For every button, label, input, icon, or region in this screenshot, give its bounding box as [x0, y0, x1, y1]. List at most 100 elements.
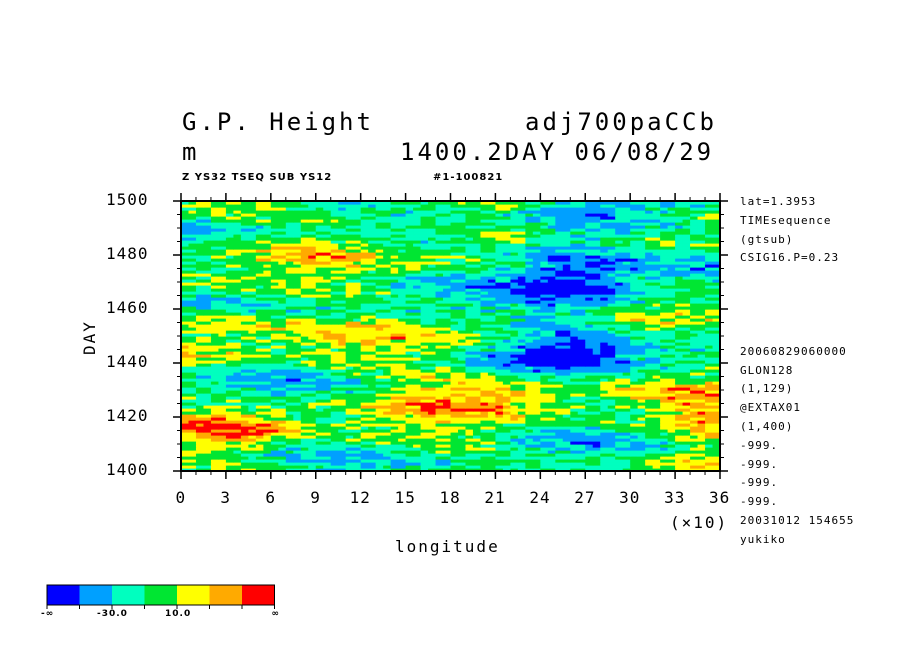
heatmap-cell — [398, 432, 407, 436]
heatmap-cell — [353, 414, 362, 418]
heatmap-cell — [652, 408, 661, 412]
heatmap-cell — [450, 282, 459, 286]
heatmap-cell — [270, 279, 279, 283]
heatmap-cell — [285, 426, 294, 430]
heatmap-cell — [248, 345, 257, 349]
heatmap-cell — [255, 417, 264, 421]
heatmap-cell — [540, 318, 549, 322]
heatmap-cell — [697, 336, 706, 340]
heatmap-cell — [577, 435, 586, 439]
heatmap-cell — [457, 459, 467, 463]
heatmap-cell — [457, 351, 467, 355]
heatmap-cell — [368, 270, 377, 274]
heatmap-cell — [457, 324, 467, 328]
heatmap-cell — [285, 429, 294, 433]
heatmap-cell — [682, 444, 691, 448]
heatmap-cell — [622, 297, 631, 301]
heatmap-cell — [225, 327, 235, 331]
heatmap-cell — [465, 387, 474, 391]
heatmap-cell — [353, 276, 362, 280]
heatmap-cell — [607, 426, 616, 430]
heatmap-cell — [592, 285, 601, 289]
heatmap-cell — [443, 294, 452, 298]
heatmap-cell — [248, 438, 257, 442]
heatmap-cell — [630, 411, 639, 415]
heatmap-cell — [240, 270, 249, 274]
heatmap-cell — [435, 324, 444, 328]
heatmap-cell — [420, 336, 429, 340]
heatmap-cell — [562, 384, 571, 388]
heatmap-cell — [270, 447, 279, 451]
heatmap-cell — [323, 390, 332, 394]
heatmap-cell — [210, 267, 220, 271]
heatmap-cell — [517, 387, 526, 391]
heatmap-cell — [428, 459, 437, 463]
heatmap-cell — [413, 423, 422, 427]
heatmap-cell — [435, 441, 444, 445]
heatmap-cell — [390, 279, 399, 283]
heatmap-cell — [667, 381, 676, 385]
heatmap-cell — [645, 309, 654, 313]
heatmap-cell — [502, 465, 511, 469]
heatmap-cell — [383, 417, 392, 421]
heatmap-cell — [457, 294, 467, 298]
heatmap-cell — [667, 327, 676, 331]
heatmap-cell — [293, 282, 302, 286]
heatmap-cell — [697, 408, 706, 412]
heatmap-cell — [697, 378, 706, 382]
heatmap-cell — [218, 408, 227, 412]
heatmap-cell — [255, 462, 264, 466]
heatmap-cell — [532, 306, 541, 310]
heatmap-cell — [547, 288, 556, 292]
heatmap-cell — [323, 279, 332, 283]
heatmap-cell — [248, 276, 257, 280]
heatmap-cell — [570, 318, 579, 322]
heatmap-cell — [413, 396, 422, 400]
heatmap-cell — [390, 276, 399, 280]
heatmap-cell — [645, 300, 654, 304]
heatmap-cell — [210, 384, 220, 388]
heatmap-cell — [705, 378, 714, 382]
heatmap-cell — [682, 351, 691, 355]
heatmap-cell — [675, 357, 684, 361]
heatmap-cell — [682, 285, 691, 289]
heatmap-cell — [195, 429, 205, 433]
heatmap-cell — [562, 390, 571, 394]
heatmap-cell — [188, 456, 197, 460]
heatmap-cell — [652, 363, 661, 367]
heatmap-cell — [570, 381, 579, 385]
heatmap-cell — [697, 339, 706, 343]
heatmap-cell — [585, 363, 594, 367]
heatmap-cell — [690, 426, 699, 430]
heatmap-cell — [585, 303, 594, 307]
heatmap-cell — [443, 429, 452, 433]
heatmap-cell — [233, 279, 242, 283]
heatmap-cell — [487, 282, 497, 286]
heatmap-cell — [353, 312, 362, 316]
heatmap-cell — [308, 348, 317, 352]
heatmap-cell — [690, 378, 699, 382]
heatmap-cell — [660, 438, 669, 442]
heatmap-cell — [562, 264, 571, 268]
heatmap-cell — [263, 354, 272, 358]
heatmap-cell — [712, 294, 721, 298]
heatmap-cell — [622, 393, 631, 397]
heatmap-cell — [555, 423, 564, 427]
heatmap-cell — [270, 381, 279, 385]
heatmap-cell — [195, 390, 205, 394]
heatmap-cell — [540, 300, 549, 304]
heatmap-cell — [645, 381, 654, 385]
heatmap-cell — [540, 420, 549, 424]
heatmap-cell — [263, 462, 272, 466]
heatmap-cell — [712, 339, 721, 343]
heatmap-cell — [457, 453, 467, 457]
heatmap-cell — [195, 345, 205, 349]
heatmap-cell — [315, 354, 324, 358]
heatmap-cell — [323, 348, 332, 352]
heatmap-cell — [255, 264, 264, 268]
heatmap-cell — [413, 369, 422, 373]
heatmap-cell — [420, 372, 429, 376]
heatmap-cell — [210, 360, 220, 364]
heatmap-cell — [278, 378, 287, 382]
heatmap-cell — [255, 279, 264, 283]
